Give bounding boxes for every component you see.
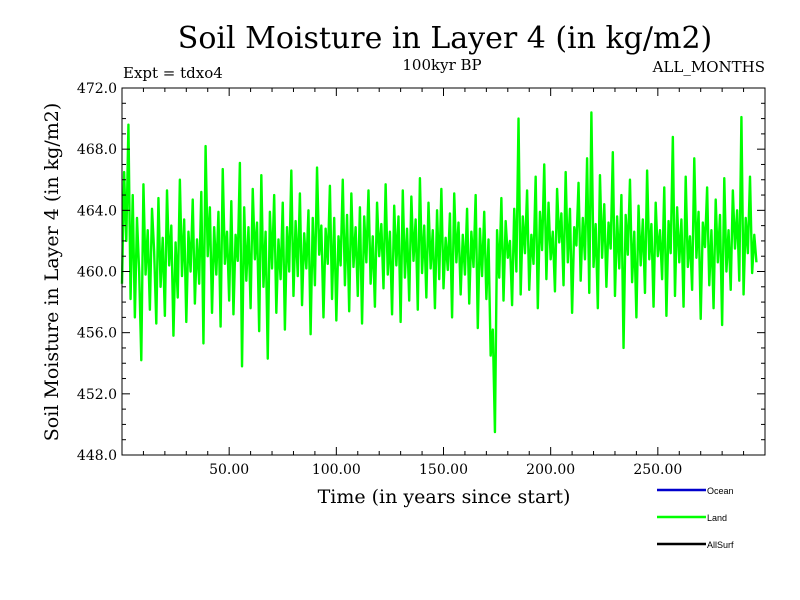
y-tick-label: 452.0 <box>77 387 117 403</box>
x-tick-label: 100.00 <box>312 462 361 478</box>
chart: Soil Moisture in Layer 4 (in kg/m2) Expt… <box>0 0 800 600</box>
x-tick-label: 50.00 <box>209 462 249 478</box>
legend: Ocean Land AllSurf <box>657 486 734 550</box>
y-tick-label: 464.0 <box>77 203 117 219</box>
legend-label-land: Land <box>707 513 727 523</box>
y-tick-label: 468.0 <box>77 142 117 158</box>
chart-subtitle-center: 100kyr BP <box>402 56 481 74</box>
y-tick-label: 448.0 <box>77 448 117 464</box>
legend-label-ocean: Ocean <box>707 486 734 496</box>
plot-area <box>122 112 756 432</box>
x-tick-label: 200.00 <box>526 462 575 478</box>
x-tick-label: 250.00 <box>633 462 682 478</box>
y-tick-label: 460.0 <box>77 265 117 281</box>
legend-label-allsurf: AllSurf <box>707 540 734 550</box>
y-axis-label: Soil Moisture in Layer 4 (in kg/m2) <box>41 103 63 442</box>
chart-subtitle-right: ALL_MONTHS <box>652 58 765 76</box>
y-tick-label: 472.0 <box>77 81 117 97</box>
series-line-land <box>122 112 756 432</box>
chart-title: Soil Moisture in Layer 4 (in kg/m2) <box>178 21 712 56</box>
x-tick-label: 150.00 <box>419 462 468 478</box>
x-axis-label: Time (in years since start) <box>318 486 571 508</box>
chart-subtitle-left: Expt = tdxo4 <box>123 64 223 82</box>
y-tick-label: 456.0 <box>77 326 117 342</box>
